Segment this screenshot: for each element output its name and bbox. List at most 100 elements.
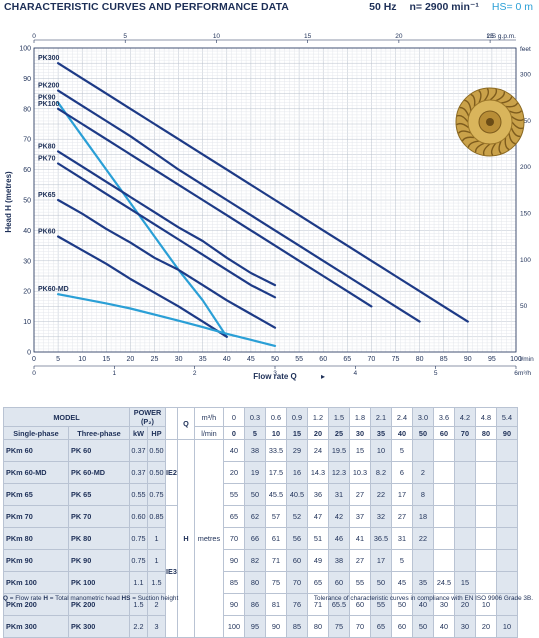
footnote-h: H — [43, 595, 48, 602]
head-value — [432, 549, 455, 572]
impeller-vane — [505, 102, 519, 108]
head-value: 55 — [348, 571, 371, 594]
curve-pk60 — [56, 235, 228, 338]
head-value — [411, 439, 434, 462]
x-tick-label: 5 — [56, 356, 60, 363]
head-value — [453, 527, 476, 550]
head-value: 90 — [264, 615, 287, 638]
power-kw: 0.37 — [129, 439, 148, 462]
y-axis-title: Head H (metres) — [4, 171, 13, 233]
head-value — [432, 483, 455, 506]
head-value: 35 — [411, 571, 434, 594]
x-tick-label: 20 — [127, 356, 135, 363]
head-value — [495, 571, 518, 594]
head-value: 40 — [222, 439, 245, 462]
power-kw: 0.55 — [129, 483, 148, 506]
impeller-vane — [498, 140, 502, 155]
head-value: 8 — [411, 483, 434, 506]
head-value: 29 — [285, 439, 308, 462]
curve-label-pk65: PK65 — [38, 192, 56, 199]
head-value — [474, 571, 497, 594]
head-value — [432, 527, 455, 550]
gpm-tick-label: 25 — [486, 33, 494, 40]
x-tick-label: 10 — [78, 356, 86, 363]
head-value: 45 — [390, 571, 413, 594]
impeller-vane — [467, 140, 480, 148]
y-tick-label: 20 — [23, 289, 31, 296]
head-value: 15 — [348, 439, 371, 462]
impeller-vane — [461, 136, 475, 142]
performance-chart: 0 5 10 15 20 25 30 35 40 45 50 55 60 65 70 75 80 85 90 95 10… — [4, 33, 534, 381]
x-tick-label: 60 — [319, 356, 327, 363]
footnote-q: Q — [3, 595, 8, 602]
x-axis-arrow: ▸ — [321, 372, 325, 381]
curve-pk90 — [56, 101, 228, 338]
footnote-hs-text: = Suction height — [130, 595, 179, 602]
x-tick-label: 0 — [32, 356, 36, 363]
head-value: 17 — [369, 549, 392, 572]
head-value: 100 — [222, 615, 245, 638]
head-value: 5 — [390, 439, 413, 462]
q-m3h-value: 3.6 — [432, 407, 455, 427]
y-tick-label: 30 — [23, 258, 31, 265]
single-phase-model: PKm 60 — [3, 439, 69, 462]
head-value — [474, 461, 497, 484]
tolerance-note: Tolerance of characteristic curves in co… — [313, 595, 533, 602]
q-lmin-value: 5 — [243, 426, 266, 440]
x-tick-label: 100 — [510, 356, 522, 363]
gpm-tick-label: 15 — [304, 33, 312, 40]
q-lmin-value: 90 — [495, 426, 518, 440]
gpm-tick-label: 10 — [213, 33, 221, 40]
x-tick-label: 85 — [440, 356, 448, 363]
head-value: 20 — [474, 615, 497, 638]
power-kw: 0.75 — [129, 549, 148, 572]
head-value: 38 — [327, 549, 350, 572]
feet-tick-label: 150 — [520, 211, 531, 218]
y-tick-label: 50 — [23, 198, 31, 205]
table-row: PKm 65 PK 65 0.55 0.75 55 50 45.5 40.5 36 31 27 22 1… — [3, 483, 518, 506]
head-value — [453, 549, 476, 572]
impeller-vane — [456, 122, 470, 129]
head-value: 65 — [306, 571, 329, 594]
impeller-vane — [474, 142, 485, 153]
q-m3h-value: 0 — [222, 407, 245, 427]
head-value — [495, 549, 518, 572]
q-lmin-value: 60 — [432, 426, 455, 440]
power-header: POWER (P₂) — [129, 407, 166, 427]
table-row: PKm 60-MD PK 60-MD 0.37 0.50 20 19 17.5 16 14.3 1… — [3, 461, 518, 484]
head-value: 22 — [411, 527, 434, 550]
head-value: 5 — [390, 549, 413, 572]
curve-label-pk60: PK60 — [38, 228, 56, 235]
curve-pk200 — [56, 89, 421, 323]
head-value: 82 — [243, 549, 266, 572]
impeller-vanes — [456, 88, 524, 156]
q-symbol: Q — [176, 407, 195, 440]
head-value: 90 — [222, 549, 245, 572]
single-phase-model: PKm 70 — [3, 505, 69, 528]
head-value: 56 — [285, 527, 308, 550]
x-tick-label: 75 — [392, 356, 400, 363]
head-value: 27 — [390, 505, 413, 528]
head-value: 70 — [348, 615, 371, 638]
hp-header: HP — [147, 426, 166, 440]
efficiency-class-ie3: IE3 — [165, 505, 178, 638]
q-lmin-value: 40 — [390, 426, 413, 440]
head-value: 41 — [348, 527, 371, 550]
table-row: PKm 70 PK 70 0.60 0.85 IE3 65 62 57 52 47 42 37 32 27… — [3, 505, 518, 638]
head-value: 32 — [369, 505, 392, 528]
m3h-unit: m³/h — [193, 407, 224, 427]
feet-tick-label: 100 — [520, 257, 531, 264]
head-value — [432, 505, 455, 528]
x-tick-label: 15 — [102, 356, 110, 363]
q-m3h-value: 2.4 — [390, 407, 413, 427]
curve-label-pk70: PK70 — [38, 156, 56, 163]
head-value — [474, 439, 497, 462]
power-kw: 0.75 — [129, 527, 148, 550]
gpm-tick-label: 0 — [32, 33, 36, 40]
curve-label-pk300: PK300 — [38, 55, 60, 62]
three-phase-model: PK 65 — [68, 483, 130, 506]
head-value — [495, 461, 518, 484]
performance-table: MODEL POWER (P₂) Q m³/h 0 0.3 0.6 0.9 1.2 1.5… — [3, 407, 518, 638]
single-phase-model: PKm 80 — [3, 527, 69, 550]
head-value — [432, 439, 455, 462]
